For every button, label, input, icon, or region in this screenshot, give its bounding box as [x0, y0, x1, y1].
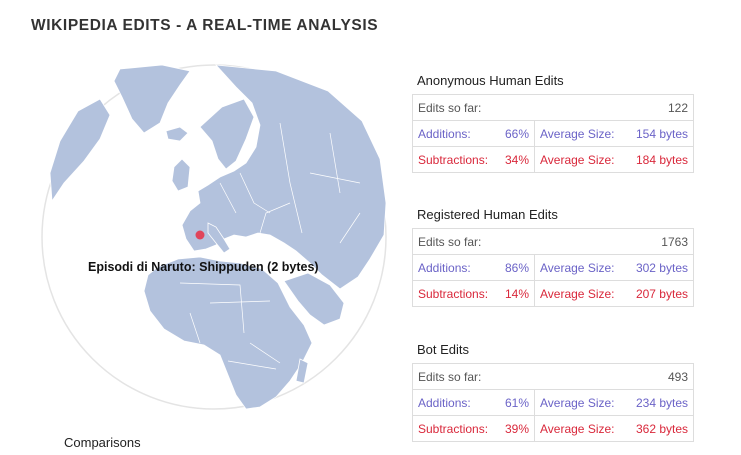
edits-value: 122	[667, 100, 689, 115]
subtractions-percent: 34%	[504, 152, 529, 167]
subtractions-row: Subtractions: 34% Average Size: 184 bytes	[412, 146, 695, 173]
additions-avg-label: Average Size:	[540, 126, 615, 141]
edits-row: Edits so far: 493	[411, 363, 695, 390]
additions-avg-value: 234 bytes	[635, 395, 689, 410]
subtractions-avg-value: 362 bytes	[635, 421, 689, 436]
country-borders	[179, 122, 361, 370]
subtractions-avg-label: Average Size:	[540, 286, 615, 301]
arabia-landmass	[283, 272, 345, 326]
edits-label: Edits so far:	[418, 100, 482, 115]
madagascar-landmass	[295, 358, 309, 384]
italy-landmass	[207, 222, 231, 254]
additions-avg-value: 154 bytes	[635, 126, 689, 141]
scandinavia-landmass	[199, 98, 255, 170]
stats-table: Edits so far: 493 Additions: 61% Average …	[411, 363, 695, 442]
edits-row: Edits so far: 1763	[412, 228, 694, 255]
subtractions-label: Subtractions:	[418, 286, 489, 301]
subtractions-avg-value: 207 bytes	[635, 286, 688, 301]
panel-bot-edits: Bot Edits Edits so far: 493 Additions: 61…	[411, 342, 695, 442]
stats-table: Edits so far: 1763 Additions: 86% Average…	[412, 228, 694, 307]
iceland-landmass	[165, 126, 189, 142]
subtractions-avg-label: Average Size:	[540, 421, 615, 436]
north-america-landmass	[49, 98, 111, 203]
additions-row: Additions: 86% Average Size: 302 bytes	[412, 254, 694, 281]
additions-label: Additions:	[418, 395, 471, 410]
subtractions-percent: 14%	[504, 286, 529, 301]
subtractions-percent: 39%	[504, 421, 529, 436]
comparisons-heading: Comparisons	[64, 435, 141, 450]
globe-map[interactable]	[40, 63, 388, 411]
panel-title: Registered Human Edits	[417, 207, 558, 222]
stats-table: Edits so far: 122 Additions: 66% Average …	[411, 94, 695, 173]
subtractions-label: Subtractions:	[418, 152, 489, 167]
page-title: WIKIPEDIA EDITS - A REAL-TIME ANALYSIS	[31, 17, 379, 34]
additions-row: Additions: 61% Average Size: 234 bytes	[412, 389, 695, 416]
eurasia-landmass	[181, 64, 387, 290]
edits-value: 1763	[661, 234, 688, 249]
subtractions-row: Subtractions: 39% Average Size: 362 bytes	[412, 415, 695, 442]
additions-label: Additions:	[418, 260, 471, 275]
edits-value: 493	[667, 369, 689, 384]
additions-percent: 86%	[504, 260, 529, 275]
additions-percent: 66%	[504, 126, 529, 141]
greenland-landmass	[113, 64, 191, 134]
edits-label: Edits so far:	[418, 234, 482, 249]
subtractions-avg-label: Average Size:	[540, 152, 615, 167]
british-isles-landmass	[171, 158, 191, 192]
subtractions-label: Subtractions:	[418, 421, 489, 436]
africa-landmass	[143, 256, 313, 410]
additions-label: Additions:	[418, 126, 471, 141]
additions-avg-label: Average Size:	[540, 260, 615, 275]
panel-registered-human-edits: Registered Human Edits Edits so far: 176…	[412, 207, 694, 307]
edits-row: Edits so far: 122	[411, 94, 695, 121]
edits-label: Edits so far:	[418, 369, 482, 384]
additions-row: Additions: 66% Average Size: 154 bytes	[412, 120, 695, 147]
edit-location-marker[interactable]	[195, 230, 205, 240]
additions-percent: 61%	[504, 395, 529, 410]
subtractions-row: Subtractions: 14% Average Size: 207 bytes	[412, 280, 694, 307]
panel-title: Anonymous Human Edits	[417, 73, 564, 88]
edit-tooltip: Episodi di Naruto: Shippuden (2 bytes)	[88, 260, 319, 274]
panel-title: Bot Edits	[417, 342, 470, 357]
additions-avg-label: Average Size:	[540, 395, 615, 410]
panel-anonymous-human-edits: Anonymous Human Edits Edits so far: 122 …	[411, 73, 695, 173]
additions-avg-value: 302 bytes	[635, 260, 688, 275]
subtractions-avg-value: 184 bytes	[635, 152, 689, 167]
globe-svg[interactable]	[40, 63, 388, 411]
